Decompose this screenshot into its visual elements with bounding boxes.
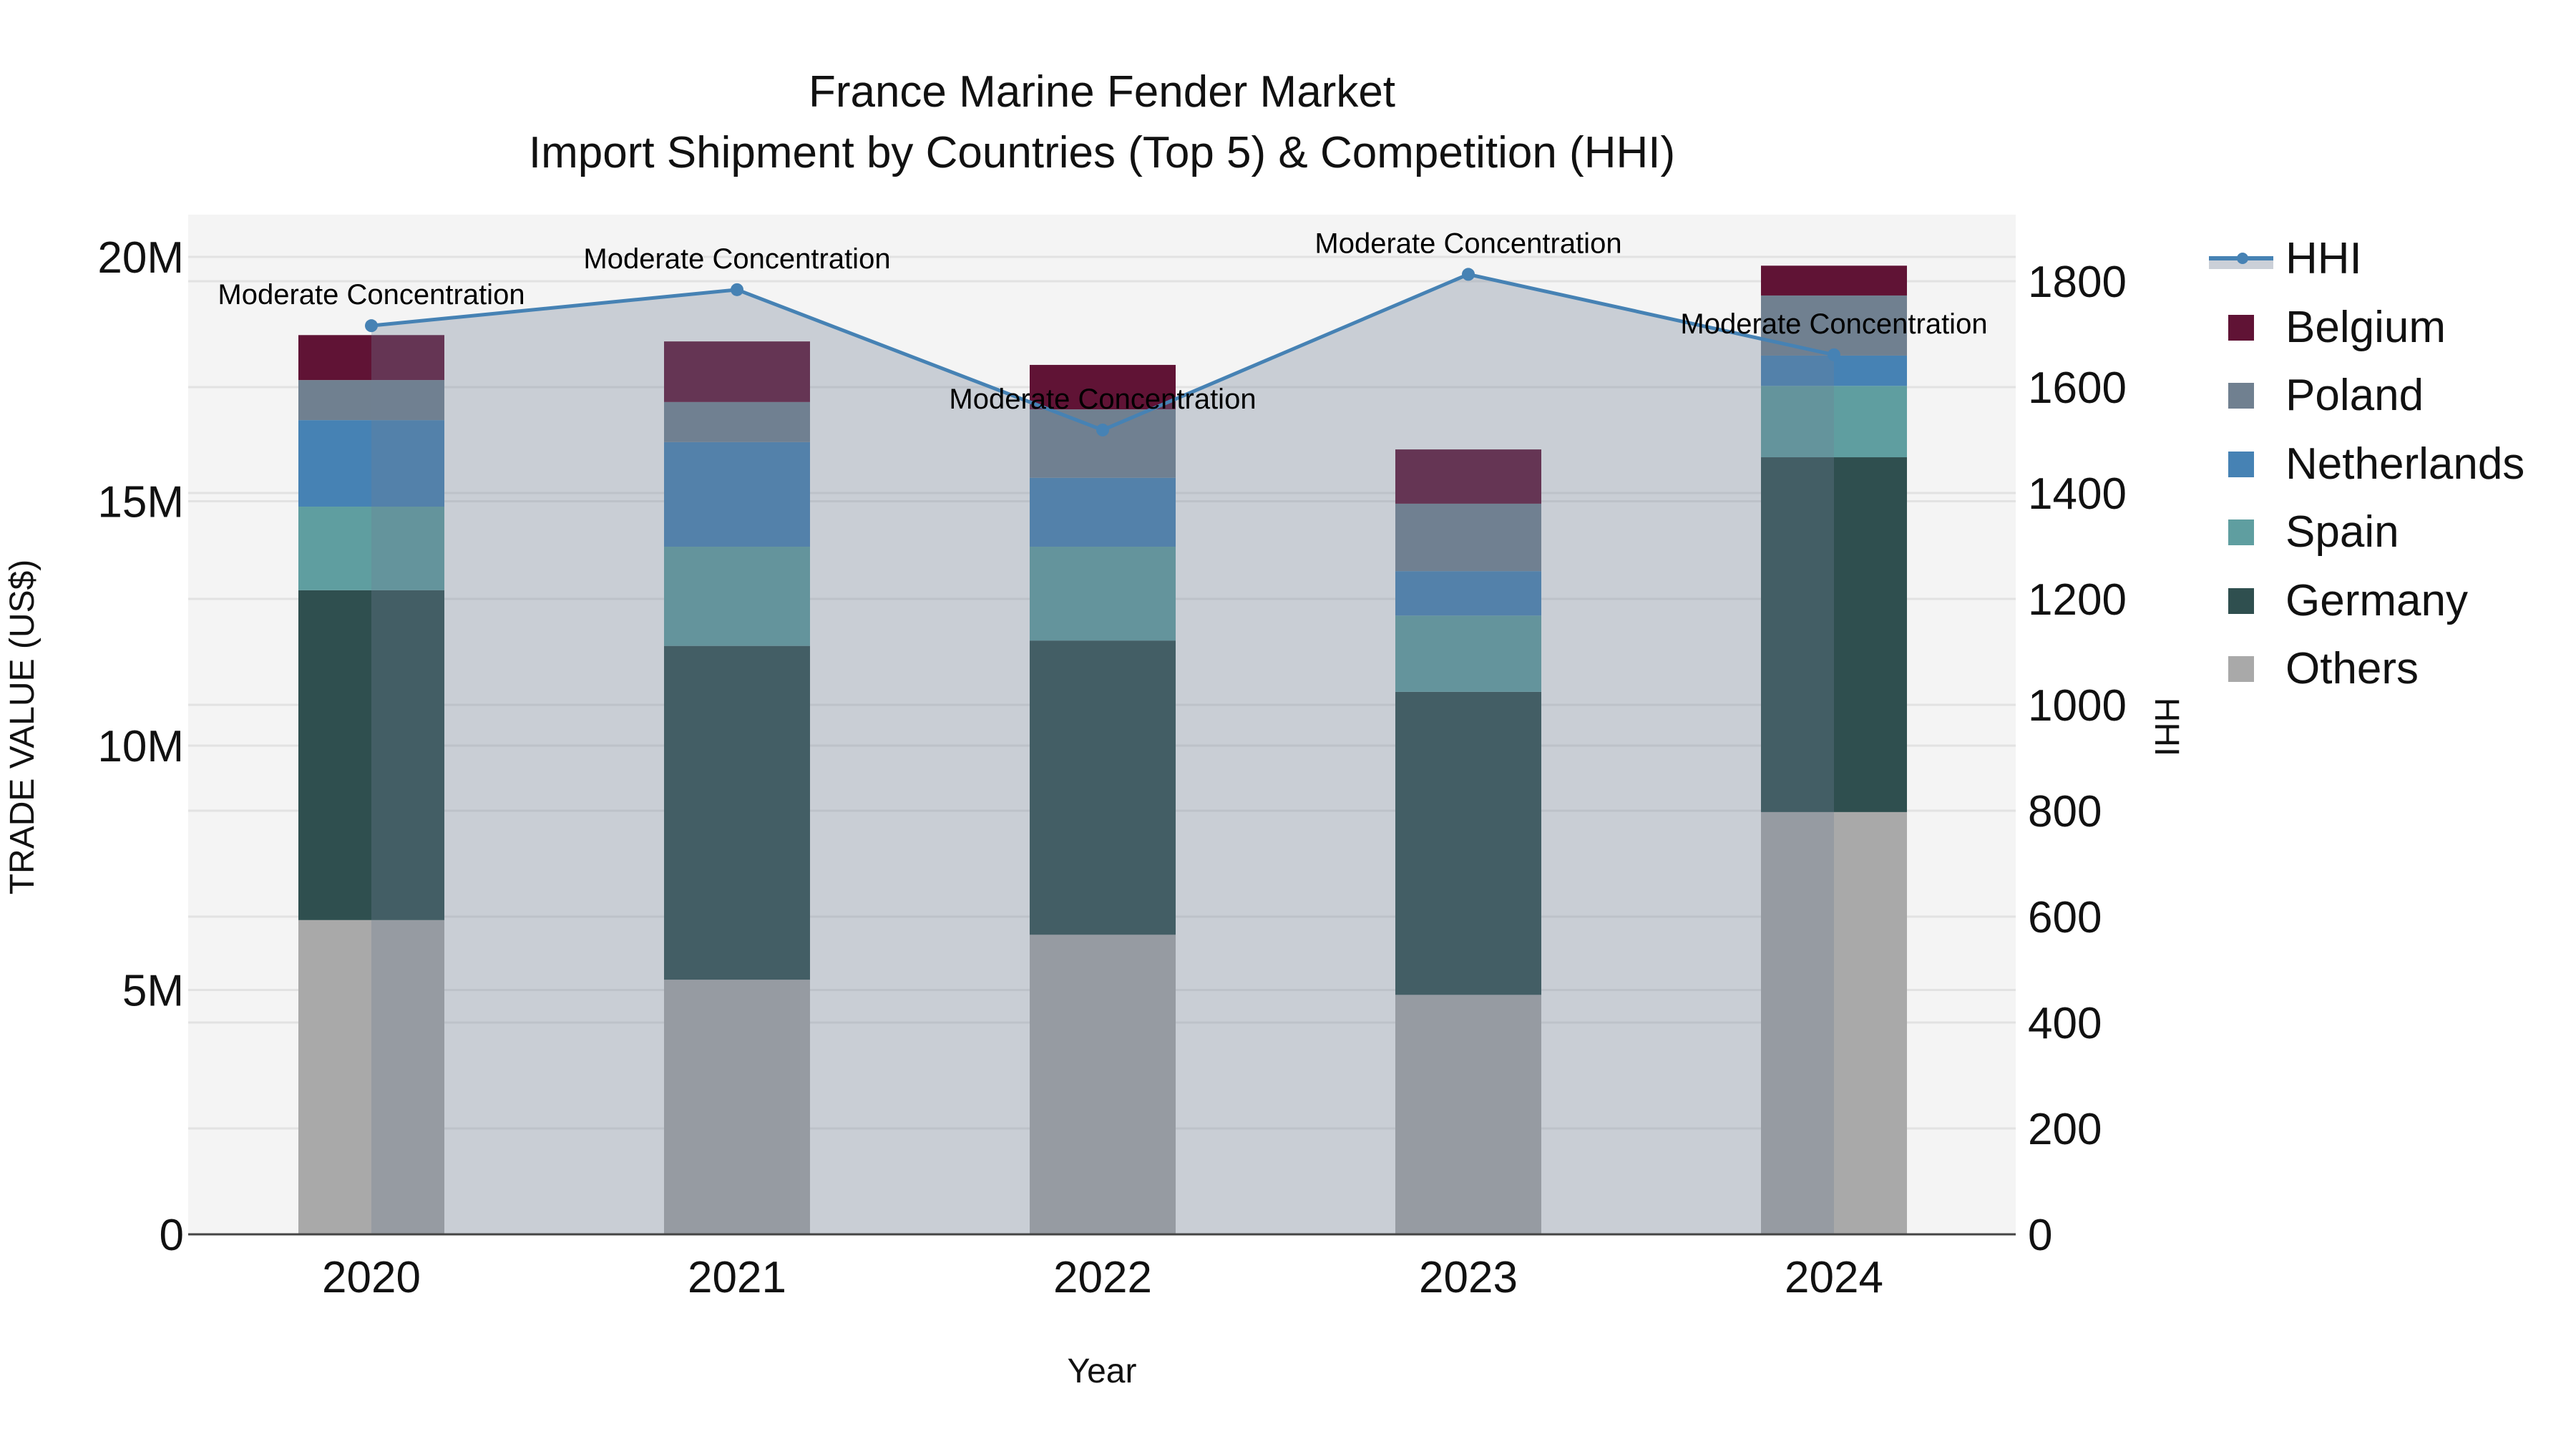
- y2-tick-label: 1400: [2028, 469, 2127, 519]
- bar-segment-netherlands[interactable]: [298, 420, 444, 507]
- y-tick-label: 0: [160, 1211, 184, 1260]
- bar-segment-poland[interactable]: [1395, 503, 1541, 572]
- x-axis-ticks: 2020 2021 2022 2023 2024: [322, 1253, 1883, 1302]
- y2-tick-label: 1000: [2028, 681, 2127, 731]
- y-tick-label: 5M: [122, 967, 184, 1016]
- bar-stack-2021: [664, 341, 810, 1234]
- legend-label: Spain: [2285, 507, 2399, 557]
- y2-axis-title: HHI: [2147, 698, 2185, 757]
- hhi-marker[interactable]: [731, 283, 743, 296]
- annotation-label: Moderate Concentration: [1314, 228, 1621, 259]
- bar-segment-others[interactable]: [1761, 811, 1907, 1234]
- chart-title: France Marine Fender Market: [808, 67, 1396, 117]
- x-tick-label: 2021: [688, 1253, 786, 1302]
- x-tick-label: 2024: [1785, 1253, 1883, 1302]
- x-tick-label: 2023: [1419, 1253, 1518, 1302]
- y2-tick-label: 1600: [2028, 364, 2127, 413]
- legend-label: HHI: [2285, 234, 2362, 283]
- bar-segment-germany[interactable]: [1030, 640, 1176, 935]
- bar-segment-poland[interactable]: [664, 401, 810, 442]
- y2-tick-label: 600: [2028, 893, 2102, 942]
- bar-segment-others[interactable]: [1395, 995, 1541, 1234]
- bar-segment-belgium[interactable]: [298, 335, 444, 381]
- legend-item-others[interactable]: Others: [2209, 639, 2567, 699]
- y2-tick-label: 1800: [2028, 258, 2127, 307]
- color-swatch-icon: [2209, 374, 2273, 417]
- bar-segment-netherlands[interactable]: [1395, 571, 1541, 616]
- bar-segment-belgium[interactable]: [664, 341, 810, 402]
- annotation-label: Moderate Concentration: [949, 384, 1256, 415]
- y2-tick-label: 800: [2028, 787, 2102, 836]
- legend-item-poland[interactable]: Poland: [2209, 366, 2567, 426]
- legend-item-belgium[interactable]: Belgium: [2209, 298, 2567, 358]
- hhi-marker[interactable]: [1462, 268, 1475, 281]
- y-axis-ticks: 0 5M 10M 15M 20M: [97, 233, 184, 1260]
- hhi-markers: [365, 268, 1840, 436]
- legend-label: Others: [2285, 644, 2419, 693]
- color-swatch-icon: [2209, 306, 2273, 349]
- bar-segment-netherlands[interactable]: [664, 441, 810, 547]
- bar-segment-spain[interactable]: [1030, 547, 1176, 641]
- x-tick-label: 2022: [1053, 1253, 1152, 1302]
- bar-stack-2024: [1761, 265, 1907, 1234]
- legend-item-hhi[interactable]: HHI: [2209, 229, 2567, 289]
- x-axis-title: Year: [1068, 1352, 1137, 1390]
- legend-item-germany[interactable]: Germany: [2209, 571, 2567, 631]
- bar-segment-poland[interactable]: [298, 380, 444, 421]
- y2-tick-label: 400: [2028, 999, 2102, 1048]
- chart-subtitle: Import Shipment by Countries (Top 5) & C…: [528, 128, 1676, 177]
- bar-segment-others[interactable]: [1030, 935, 1176, 1234]
- y2-axis-ticks: 0 200 400 600 800 1000 1200 1400 1600 1800: [2028, 258, 2127, 1260]
- y-axis-title: TRADE VALUE (US$): [4, 560, 42, 895]
- bar-segment-others[interactable]: [298, 919, 444, 1234]
- color-swatch-icon: [2209, 511, 2273, 554]
- bar-segment-others[interactable]: [664, 980, 810, 1234]
- legend-label: Netherlands: [2285, 439, 2525, 489]
- color-swatch-icon: [2209, 580, 2273, 623]
- bar-segment-belgium[interactable]: [1761, 265, 1907, 296]
- line-marker-icon: [2209, 238, 2273, 280]
- color-swatch-icon: [2209, 443, 2273, 486]
- hhi-marker[interactable]: [1828, 348, 1840, 361]
- legend-label: Poland: [2285, 371, 2424, 420]
- bar-segment-germany[interactable]: [1395, 691, 1541, 995]
- bar-segment-spain[interactable]: [298, 507, 444, 590]
- bar-segment-germany[interactable]: [298, 590, 444, 920]
- bar-stack-2023: [1395, 449, 1541, 1234]
- y2-tick-label: 0: [2028, 1211, 2052, 1260]
- y-tick-label: 20M: [97, 233, 184, 283]
- x-tick-label: 2020: [322, 1253, 421, 1302]
- color-swatch-icon: [2209, 648, 2273, 691]
- annotation-label: Moderate Concentration: [1680, 308, 1987, 340]
- bar-segment-spain[interactable]: [1761, 386, 1907, 458]
- bar-segment-poland[interactable]: [1030, 409, 1176, 478]
- y2-tick-label: 200: [2028, 1105, 2102, 1154]
- bar-segment-belgium[interactable]: [1395, 449, 1541, 504]
- annotation-label: Moderate Concentration: [583, 243, 890, 275]
- bar-segment-netherlands[interactable]: [1030, 477, 1176, 547]
- annotations: Moderate Concentration Moderate Concentra…: [218, 228, 1987, 415]
- hhi-marker[interactable]: [365, 319, 378, 333]
- annotation-label: Moderate Concentration: [218, 279, 525, 311]
- y-tick-label: 10M: [97, 722, 184, 771]
- legend-item-netherlands[interactable]: Netherlands: [2209, 434, 2567, 494]
- bar-segment-spain[interactable]: [664, 547, 810, 646]
- bar-segment-spain[interactable]: [1395, 615, 1541, 692]
- legend-label: Belgium: [2285, 302, 2446, 352]
- bar-stack-2022: [1030, 364, 1176, 1234]
- bar-stack-2020: [298, 335, 444, 1234]
- y2-tick-label: 1200: [2028, 575, 2127, 625]
- bar-stacks: [298, 265, 1907, 1234]
- bar-segment-germany[interactable]: [1761, 457, 1907, 812]
- y-tick-label: 15M: [97, 478, 184, 527]
- legend-label: Germany: [2285, 575, 2468, 625]
- bar-segment-belgium[interactable]: [1030, 364, 1176, 410]
- bar-segment-germany[interactable]: [664, 645, 810, 980]
- hhi-marker[interactable]: [1096, 423, 1109, 436]
- hhi-area-fill: [371, 274, 1834, 1234]
- legend-item-spain[interactable]: Spain: [2209, 502, 2567, 562]
